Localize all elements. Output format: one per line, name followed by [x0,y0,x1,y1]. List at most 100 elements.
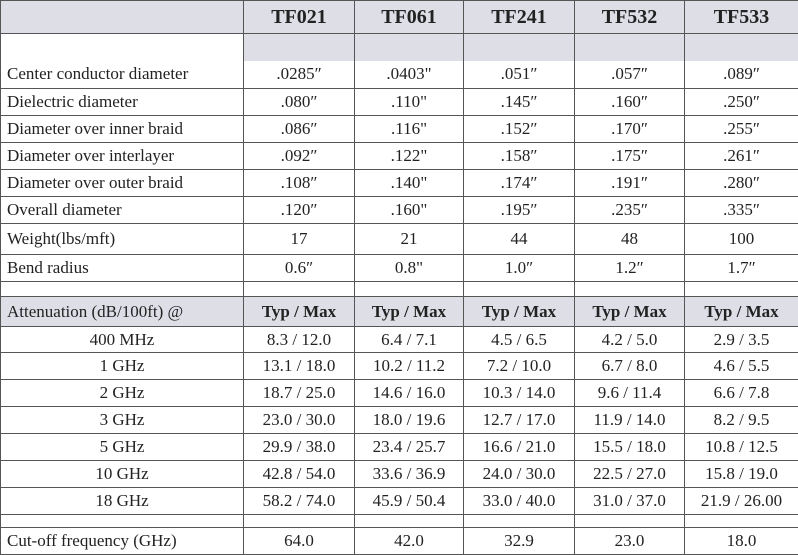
cell-value: .0285″ [244,61,355,89]
cell-value: .335″ [685,197,798,224]
cell-value: .089″ [685,61,798,89]
cell-value: 13.1 / 18.0 [244,353,355,380]
blank-cell [355,34,464,61]
cell-value: .158″ [464,143,575,170]
spec-row: Center conductor diameter.0285″.0403".05… [1,61,798,89]
cell-value: .120″ [244,197,355,224]
cell-value: 44 [464,224,575,255]
cell-value: 15.5 / 18.0 [575,434,685,461]
row-label: 10 GHz [1,461,244,488]
cell-value: .235″ [575,197,685,224]
cell-value: .152″ [464,116,575,143]
spec-row: Dielectric diameter.080″.110".145″.160″.… [1,89,798,116]
cell-value: .051″ [464,61,575,89]
cell-value: .160" [355,197,464,224]
spec-row: Diameter over interlayer.092″.122".158″.… [1,143,798,170]
row-label: 5 GHz [1,434,244,461]
column-header: TF532 [575,1,685,34]
row-label: 18 GHz [1,488,244,515]
cell-value: 15.8 / 19.0 [685,461,798,488]
cell-value: .140" [355,170,464,197]
column-subheader: Typ / Max [575,297,685,327]
cell-value: 0.8" [355,255,464,282]
spec-row: Diameter over outer braid.108″.140".174″… [1,170,798,197]
spec-row: Overall diameter.120″.160".195″.235″.335… [1,197,798,224]
cell-value: .092″ [244,143,355,170]
blank-cell [244,515,355,528]
blank-cell [464,34,575,61]
cell-value: 9.6 / 11.4 [575,380,685,407]
cell-value: 18.7 / 25.0 [244,380,355,407]
cell-value: 8.2 / 9.5 [685,407,798,434]
column-header: TF533 [685,1,798,34]
row-label: Center conductor diameter [1,61,244,89]
column-header: TF061 [355,1,464,34]
cell-value: 33.6 / 36.9 [355,461,464,488]
column-subheader: Typ / Max [355,297,464,327]
cell-value: .195″ [464,197,575,224]
cell-value: 8.3 / 12.0 [244,327,355,353]
cell-value: 14.6 / 16.0 [355,380,464,407]
cell-value: 29.9 / 38.0 [244,434,355,461]
cell-value: 11.9 / 14.0 [575,407,685,434]
blank-cell [575,34,685,61]
cell-value: 6.4 / 7.1 [355,327,464,353]
blank-cell [685,515,798,528]
blank-cell [464,515,575,528]
cell-value: .110" [355,89,464,116]
cell-value: 21.9 / 26.00 [685,488,798,515]
row-label: Diameter over interlayer [1,143,244,170]
cell-value: 100 [685,224,798,255]
row-label: 3 GHz [1,407,244,434]
cell-value: 33.0 / 40.0 [464,488,575,515]
cell-value: 42.0 [355,528,464,555]
cell-value: 22.5 / 27.0 [575,461,685,488]
cell-value: 1.0″ [464,255,575,282]
cell-value: 10.8 / 12.5 [685,434,798,461]
cell-value: 18.0 [685,528,798,555]
cell-value: .108″ [244,170,355,197]
gap-row [1,282,798,297]
cell-value: .175″ [575,143,685,170]
cell-value: 21 [355,224,464,255]
row-label: Attenuation (dB/100ft) @ [1,297,244,327]
cell-value: 4.2 / 5.0 [575,327,685,353]
row-label: Cut-off frequency (GHz) [1,528,244,555]
column-subheader: Typ / Max [244,297,355,327]
cell-value: .170″ [575,116,685,143]
cell-value: .145″ [464,89,575,116]
spec-row: Diameter over inner braid.086″.116".152″… [1,116,798,143]
row-label: Weight(lbs/mft) [1,224,244,255]
blank-cell [575,282,685,297]
cell-value: 58.2 / 74.0 [244,488,355,515]
cell-value: .261″ [685,143,798,170]
row-label: Bend radius [1,255,244,282]
cell-value: .057″ [575,61,685,89]
cell-value: .122" [355,143,464,170]
cell-value: 23.4 / 25.7 [355,434,464,461]
cell-value: 23.0 / 30.0 [244,407,355,434]
cell-value: 7.2 / 10.0 [464,353,575,380]
cell-value: .080″ [244,89,355,116]
column-subheader: Typ / Max [464,297,575,327]
cell-value: .0403" [355,61,464,89]
cell-value: .250″ [685,89,798,116]
cell-value: 4.6 / 5.5 [685,353,798,380]
cell-value: 2.9 / 3.5 [685,327,798,353]
column-header: TF021 [244,1,355,34]
cell-value: 4.5 / 6.5 [464,327,575,353]
corner-cell [1,1,244,34]
blank-cell [244,34,355,61]
